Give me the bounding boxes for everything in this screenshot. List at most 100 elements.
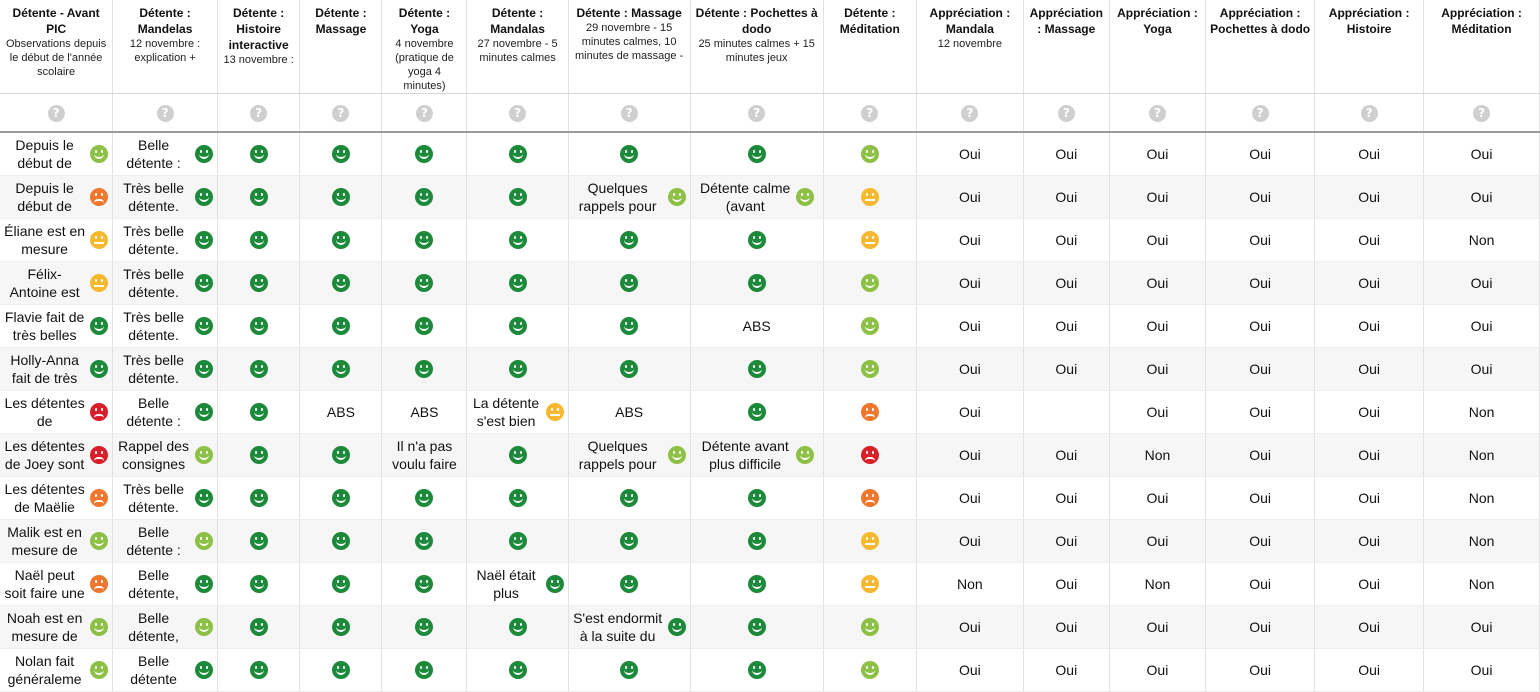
table-cell[interactable] <box>217 347 301 391</box>
table-cell[interactable] <box>299 347 383 391</box>
column-header[interactable]: Appréciation : Histoire <box>1314 0 1425 94</box>
table-cell[interactable]: Non <box>1109 562 1207 606</box>
table-cell[interactable]: Oui <box>1023 519 1110 563</box>
table-cell[interactable]: Oui <box>916 605 1024 649</box>
table-cell[interactable] <box>690 218 824 262</box>
table-cell[interactable]: Oui <box>1423 304 1540 348</box>
table-cell[interactable] <box>381 132 468 176</box>
table-cell[interactable] <box>823 261 917 305</box>
table-cell[interactable]: Flavie fait de très belles <box>0 304 114 348</box>
column-header[interactable]: Appréciation : Massage <box>1023 0 1110 94</box>
question-icon[interactable]: ? <box>861 104 879 122</box>
column-header[interactable]: Détente : Pochettes à dodo 25 minutes cal… <box>690 0 824 94</box>
table-cell[interactable]: Oui <box>1109 476 1207 520</box>
table-cell[interactable] <box>568 218 691 262</box>
table-cell[interactable] <box>823 519 917 563</box>
table-cell[interactable] <box>690 261 824 305</box>
table-cell[interactable] <box>568 347 691 391</box>
table-cell[interactable]: Non <box>1423 218 1540 262</box>
table-cell[interactable]: Oui <box>1205 648 1316 692</box>
table-cell[interactable]: ABS <box>690 304 824 348</box>
table-cell[interactable]: Rappel des consignes <box>112 433 218 477</box>
table-cell[interactable]: Belle détente <box>112 648 218 692</box>
column-header[interactable]: Appréciation : Pochettes à dodo <box>1205 0 1316 94</box>
table-cell[interactable]: La détente s'est bien <box>466 390 569 434</box>
table-cell[interactable] <box>466 261 569 305</box>
table-cell[interactable] <box>466 605 569 649</box>
table-cell[interactable]: Oui <box>1109 304 1207 348</box>
table-cell[interactable] <box>299 218 383 262</box>
table-cell[interactable]: Oui <box>1023 218 1110 262</box>
table-cell[interactable] <box>217 433 301 477</box>
table-cell[interactable] <box>823 304 917 348</box>
table-cell[interactable]: Oui <box>1423 261 1540 305</box>
table-cell[interactable] <box>823 218 917 262</box>
question-icon[interactable]: ? <box>1251 104 1269 122</box>
table-cell[interactable]: Quelques rappels pour <box>568 175 691 219</box>
table-cell[interactable] <box>299 175 383 219</box>
table-cell[interactable] <box>466 132 569 176</box>
table-cell[interactable]: Oui <box>1314 347 1425 391</box>
table-cell[interactable]: Nolan fait généraleme <box>0 648 114 692</box>
table-cell[interactable]: Malik est en mesure de <box>0 519 114 563</box>
column-header[interactable]: Détente : Massage <box>299 0 383 94</box>
table-cell[interactable] <box>299 433 383 477</box>
table-cell[interactable]: Les détentes de Maëlie <box>0 476 114 520</box>
table-cell[interactable]: Les détentes de Joey sont <box>0 433 114 477</box>
table-cell[interactable] <box>690 648 824 692</box>
question-icon[interactable]: ? <box>47 104 65 122</box>
table-cell[interactable]: Oui <box>1205 476 1316 520</box>
table-cell[interactable] <box>217 562 301 606</box>
column-header[interactable]: Appréciation : Mandala 12 novembre <box>916 0 1024 94</box>
table-cell[interactable]: ABS <box>568 390 691 434</box>
table-cell[interactable]: Oui <box>1314 390 1425 434</box>
table-cell[interactable]: Oui <box>1205 562 1316 606</box>
table-cell[interactable]: Oui <box>1205 433 1316 477</box>
table-cell[interactable] <box>466 648 569 692</box>
table-cell[interactable]: Oui <box>1109 132 1207 176</box>
table-cell[interactable] <box>381 261 468 305</box>
table-cell[interactable]: Oui <box>916 519 1024 563</box>
table-cell[interactable] <box>823 175 917 219</box>
table-cell[interactable]: Non <box>1423 433 1540 477</box>
table-cell[interactable]: Oui <box>1205 218 1316 262</box>
table-cell[interactable] <box>568 648 691 692</box>
table-cell[interactable]: Oui <box>916 304 1024 348</box>
table-cell[interactable] <box>299 605 383 649</box>
table-cell[interactable]: Oui <box>1205 175 1316 219</box>
question-icon[interactable]: ? <box>1360 104 1378 122</box>
table-cell[interactable]: Non <box>916 562 1024 606</box>
table-cell[interactable]: Oui <box>1205 304 1316 348</box>
table-cell[interactable]: Oui <box>1205 390 1316 434</box>
table-cell[interactable] <box>568 304 691 348</box>
table-cell[interactable]: Noah est en mesure de <box>0 605 114 649</box>
table-cell[interactable]: Détente calme (avant <box>690 175 824 219</box>
table-cell[interactable]: Belle détente : <box>112 132 218 176</box>
table-cell[interactable]: Oui <box>1023 476 1110 520</box>
table-cell[interactable]: Oui <box>1109 347 1207 391</box>
table-cell[interactable]: Oui <box>916 132 1024 176</box>
table-cell[interactable] <box>299 562 383 606</box>
table-cell[interactable] <box>299 519 383 563</box>
table-cell[interactable] <box>690 519 824 563</box>
table-cell[interactable] <box>823 605 917 649</box>
table-cell[interactable]: Oui <box>1109 390 1207 434</box>
table-cell[interactable]: S'est endormit à la suite du <box>568 605 691 649</box>
table-cell[interactable] <box>299 132 383 176</box>
table-cell[interactable]: Depuis le début de <box>0 175 114 219</box>
column-header[interactable]: Détente : Méditation <box>823 0 917 94</box>
table-cell[interactable] <box>217 390 301 434</box>
table-cell[interactable] <box>381 648 468 692</box>
table-cell[interactable] <box>466 433 569 477</box>
table-cell[interactable]: Oui <box>916 648 1024 692</box>
table-cell[interactable]: Oui <box>1023 648 1110 692</box>
table-cell[interactable] <box>217 304 301 348</box>
table-cell[interactable]: Oui <box>1314 562 1425 606</box>
table-cell[interactable] <box>217 261 301 305</box>
table-cell[interactable] <box>299 648 383 692</box>
question-icon[interactable]: ? <box>509 104 527 122</box>
question-icon[interactable]: ? <box>1473 104 1491 122</box>
table-cell[interactable]: Oui <box>1205 519 1316 563</box>
table-cell[interactable] <box>466 175 569 219</box>
table-cell[interactable]: Non <box>1423 390 1540 434</box>
